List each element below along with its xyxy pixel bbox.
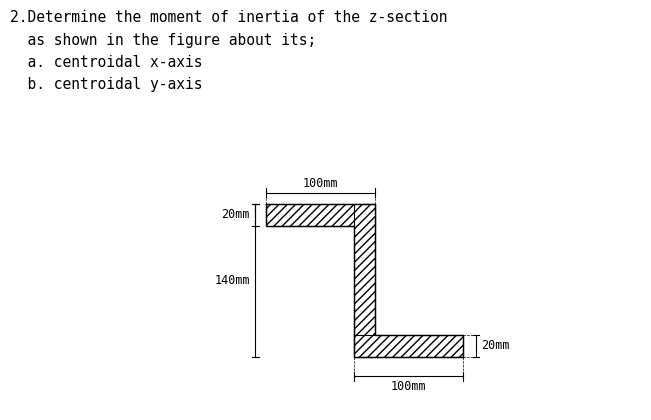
Bar (353, 204, 376, 357)
Text: 140mm: 140mm (214, 274, 250, 286)
Text: 20mm: 20mm (481, 339, 510, 352)
Bar (353, 335, 463, 357)
Text: 100mm: 100mm (303, 176, 339, 189)
Text: 20mm: 20mm (221, 208, 250, 221)
Bar (266, 204, 376, 226)
Text: 2.Determine the moment of inertia of the z-section
  as shown in the figure abou: 2.Determine the moment of inertia of the… (10, 10, 447, 92)
Text: 100mm: 100mm (391, 380, 426, 393)
